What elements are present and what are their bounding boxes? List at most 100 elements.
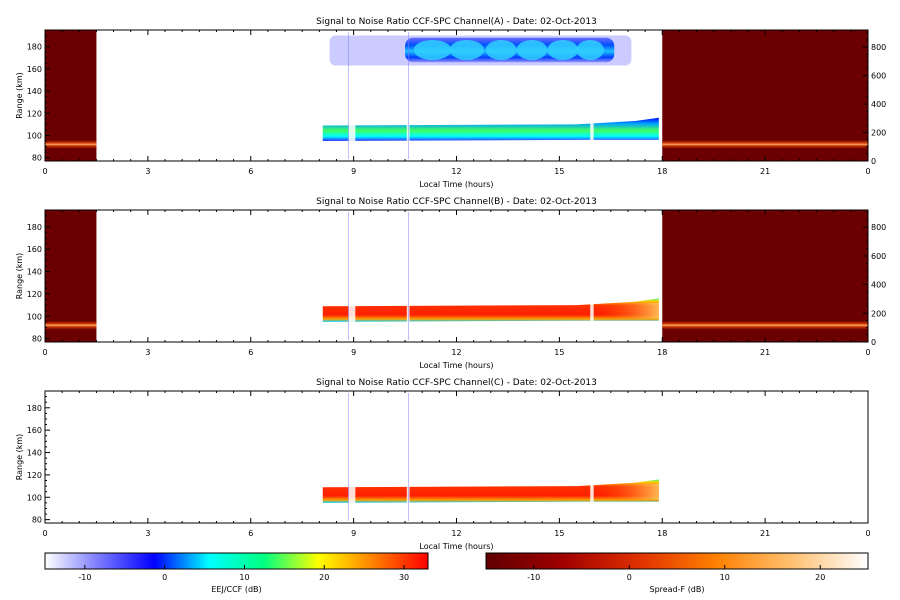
y-tick-label: 120: [27, 471, 42, 480]
data-gap: [590, 302, 594, 323]
spread-f-block: [662, 210, 868, 342]
data-gap: [590, 483, 594, 504]
right-y-tick-label: 0: [871, 157, 876, 166]
x-tick-label: 15: [554, 529, 564, 538]
eej-upper-blob: [576, 39, 604, 60]
spread-f-block: [662, 30, 868, 161]
x-tick-label: 18: [657, 167, 667, 176]
y-tick-label: 100: [27, 131, 42, 140]
y-tick-label: 140: [27, 268, 42, 277]
right-y-tick-label: 400: [871, 100, 886, 109]
right-y-tick-label: 600: [871, 252, 886, 261]
x-tick-label: 9: [351, 529, 356, 538]
x-tick-label: 0: [42, 167, 47, 176]
y-tick-label: 120: [27, 109, 42, 118]
eej-upper-blob: [485, 39, 517, 60]
colorbar-spread-f: -10 0 10 20 Spread-F (dB): [485, 552, 869, 594]
x-tick-label: 9: [351, 348, 356, 357]
data-gap: [348, 302, 356, 323]
panel-a: 0 3 6 9 12 15 18 21 0801001201401601800200400600…: [15, 17, 886, 189]
colorbar-tick-label: 20: [815, 573, 825, 582]
colorbar-scale: [485, 552, 869, 570]
eej-upper-blob: [547, 39, 579, 60]
right-y-tick-label: 200: [871, 309, 886, 318]
panel-b: 0 3 6 9 12 15 18 21 0801001201401601800200400600…: [15, 197, 886, 370]
colorbar-tick-label: 20: [319, 573, 329, 582]
y-axis-label: Range (km): [15, 72, 24, 119]
eej-tail: [600, 302, 659, 319]
right-y-tick-label: 400: [871, 281, 886, 290]
colorbar-tick-label: -10: [78, 573, 91, 582]
x-tick-label: 0: [42, 348, 47, 357]
x-axis-label: Local Time (hours): [419, 180, 493, 189]
y-tick-label: 80: [32, 154, 42, 163]
plot-area: [45, 210, 868, 342]
x-tick-label: 6: [248, 348, 253, 357]
data-gap: [348, 122, 356, 143]
x-tick-label: 18: [657, 529, 667, 538]
x-tick-label: 12: [451, 167, 461, 176]
colorbar-scale: [44, 552, 429, 570]
y-tick-label: 180: [27, 404, 42, 413]
x-tick-label: 12: [451, 529, 461, 538]
y-tick-label: 180: [27, 223, 42, 232]
panel-title: Signal to Noise Ratio CCF-SPC Channel(B)…: [316, 197, 597, 207]
x-axis-label: Local Time (hours): [419, 542, 493, 551]
y-tick-label: 120: [27, 290, 42, 299]
spread-f-echo: [662, 320, 868, 330]
data-gap: [590, 122, 594, 143]
x-tick-label: 3: [145, 348, 150, 357]
spread-f-echo: [662, 139, 868, 149]
y-tick-label: 140: [27, 87, 42, 96]
x-tick-label: 9: [351, 167, 356, 176]
colorbar-tick-label: 0: [627, 573, 632, 582]
x-tick-label: 3: [145, 529, 150, 538]
eej-tail: [600, 483, 659, 500]
spread-f-block: [45, 210, 97, 342]
right-y-tick-label: 0: [871, 338, 876, 347]
eej-upper-blob: [413, 39, 452, 60]
colorbar-label: EEJ/CCF (dB): [211, 585, 261, 594]
x-tick-label: 0: [865, 167, 870, 176]
x-tick-label: 21: [760, 167, 770, 176]
x-tick-label: 18: [657, 348, 667, 357]
x-tick-label: 0: [865, 529, 870, 538]
y-tick-label: 80: [32, 335, 42, 344]
x-tick-label: 0: [42, 529, 47, 538]
right-y-tick-label: 600: [871, 72, 886, 81]
right-y-tick-label: 800: [871, 43, 886, 52]
y-axis-label: Range (km): [15, 434, 24, 481]
y-tick-label: 140: [27, 449, 42, 458]
y-tick-label: 100: [27, 312, 42, 321]
y-tick-label: 160: [27, 426, 42, 435]
colorbar-tick-label: 10: [720, 573, 730, 582]
x-tick-label: 0: [865, 348, 870, 357]
y-tick-label: 160: [27, 245, 42, 254]
x-tick-label: 3: [145, 167, 150, 176]
panel-title: Signal to Noise Ratio CCF-SPC Channel(C)…: [316, 378, 597, 388]
right-y-tick-label: 200: [871, 129, 886, 138]
spread-f-block: [45, 30, 97, 161]
colorbar-tick-label: 10: [239, 573, 249, 582]
spread-f-echo: [45, 139, 97, 149]
spread-f-echo: [45, 320, 97, 330]
colorbar-tick-label: 30: [399, 573, 409, 582]
panel-title: Signal to Noise Ratio CCF-SPC Channel(A)…: [316, 17, 597, 27]
colorbar-label: Spread-F (dB): [649, 585, 704, 594]
right-y-tick-label: 800: [871, 223, 886, 232]
eej-upper-blob: [516, 39, 548, 60]
x-tick-label: 21: [760, 529, 770, 538]
x-tick-label: 6: [248, 167, 253, 176]
y-axis-label: Range (km): [15, 253, 24, 300]
plot-area: [45, 30, 868, 161]
x-tick-label: 12: [451, 348, 461, 357]
data-gap: [348, 483, 356, 504]
y-tick-label: 80: [32, 516, 42, 525]
y-tick-label: 160: [27, 65, 42, 74]
plot-area: [322, 393, 659, 521]
colorbar-eej: -10 0 10 20 30 EEJ/CCF (dB): [44, 552, 429, 594]
eej-upper-blob: [449, 39, 484, 60]
x-tick-label: 15: [554, 167, 564, 176]
x-tick-label: 6: [248, 529, 253, 538]
